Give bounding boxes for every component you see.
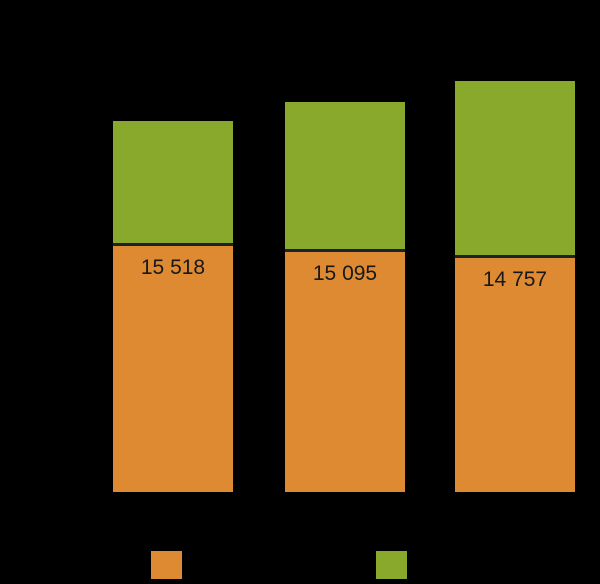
bar-group-2: 15 095 xyxy=(285,102,405,492)
orange-segment: 14 757 xyxy=(455,255,575,492)
bar-group-3: 14 757 xyxy=(455,81,575,492)
bar-value-label: 15 518 xyxy=(140,256,206,279)
bar-value-label: 15 095 xyxy=(312,262,378,285)
green-segment xyxy=(113,121,233,243)
green-segment xyxy=(455,81,575,255)
orange-segment: 15 095 xyxy=(285,249,405,492)
orange-segment: 15 518 xyxy=(113,243,233,492)
bar-value-label: 14 757 xyxy=(482,268,548,291)
bar-group-1: 15 518 xyxy=(113,121,233,492)
green-segment xyxy=(285,102,405,249)
